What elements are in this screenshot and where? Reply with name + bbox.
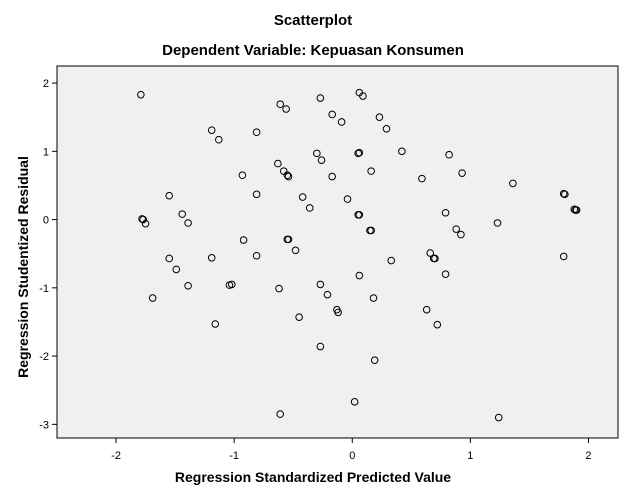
scatter-point [139,215,148,224]
scatter-point [184,219,192,227]
scatter-point [367,167,375,175]
scatter-point [305,204,314,212]
scatter-point [211,320,220,328]
scatter-point [215,135,223,144]
scatter-point [165,254,173,263]
scatter-point [350,398,359,406]
scatter-point [184,281,192,290]
scatter-point [148,294,157,302]
scatter-point [138,215,146,223]
scatter-point [282,105,290,113]
y-tick-label: 1 [43,146,49,158]
scatter-point [178,210,186,218]
scatter-point [398,147,406,156]
y-tick-label: 0 [43,215,49,227]
scatter-point [418,174,426,183]
y-tick-label: -2 [39,351,49,363]
x-tick-label: 1 [467,450,473,462]
scatter-point [252,251,261,260]
scatter-point [337,118,346,126]
y-tick-label: -1 [39,283,49,295]
chart-subtitle: Dependent Variable: Kepuasan Konsumen [162,42,464,59]
scatter-point [328,110,336,119]
scatter-point [316,94,325,102]
scatter-point [137,90,145,99]
chart-title: Scatterplot [273,12,353,29]
scatter-point [316,342,325,351]
scatter-point [317,156,326,164]
scatter-point [355,148,364,157]
scatter-point [238,171,247,180]
scatter-point [441,270,450,278]
scatter-point [284,172,293,181]
scatter-point [141,219,150,228]
scatter-point [298,193,307,201]
scatter-point [359,92,367,100]
scatter-point [252,190,261,199]
scatter-point [276,410,285,418]
scatter-point [445,150,453,159]
scatter-point [441,208,450,217]
scatter-point [458,169,466,177]
scatter-point [355,211,364,219]
x-tick-label: -2 [111,450,121,462]
x-tick-label: 2 [585,450,591,462]
scatter-point [313,149,321,158]
scatter-point [295,313,303,321]
scatter-point [207,254,216,262]
scatter-point [422,305,431,314]
scatter-point [283,171,292,180]
scatter-point [328,172,336,181]
scatter-point [172,265,181,274]
scatter-point [494,413,503,422]
scatter-point [426,249,435,257]
scatter-point [316,280,325,289]
scatter-point [457,230,465,239]
scatter-point [355,271,364,280]
scatter-point [239,236,248,244]
scatter-point [291,246,300,255]
y-axis-label: Regression Studentized Residual [15,156,31,378]
scatter-point [323,290,332,299]
x-tick-label: -1 [229,450,239,462]
y-tick-label: -3 [39,419,49,431]
scatter-point [367,226,375,235]
scatter-point [559,252,568,261]
data-points [137,88,581,422]
scatter-point [275,284,283,293]
scatter-point [375,113,384,121]
scatter-point [431,254,439,263]
scatter-point [276,100,285,109]
scatter-point [284,235,293,244]
scatter-point [572,206,581,214]
scatter-point [165,191,173,200]
scatter-point [452,225,460,233]
scatter-point [334,308,342,317]
scatter-point [354,149,362,158]
scatter-point [207,126,216,134]
scatter-point [559,189,568,198]
scatter-point [509,179,517,188]
scatter-point [433,320,442,329]
x-axis-label: Regression Standardized Predicted Value [174,469,452,485]
scatter-point [369,294,378,302]
x-tick-label: 0 [349,450,355,462]
plot-area [56,65,619,439]
y-tick-label: 2 [43,78,49,90]
axis-ticks: -2 -1 0 1 2 -3 -2 -1 0 1 2 [39,78,591,462]
scatter-point [252,128,261,137]
scatter-point [561,190,569,199]
scatter-point [493,219,502,227]
scatter-point [274,159,282,168]
scatter-point [387,256,396,265]
scatter-point [382,124,391,133]
scatter-point [227,280,236,289]
scatter-point [370,356,379,364]
scatter-point [343,195,352,203]
